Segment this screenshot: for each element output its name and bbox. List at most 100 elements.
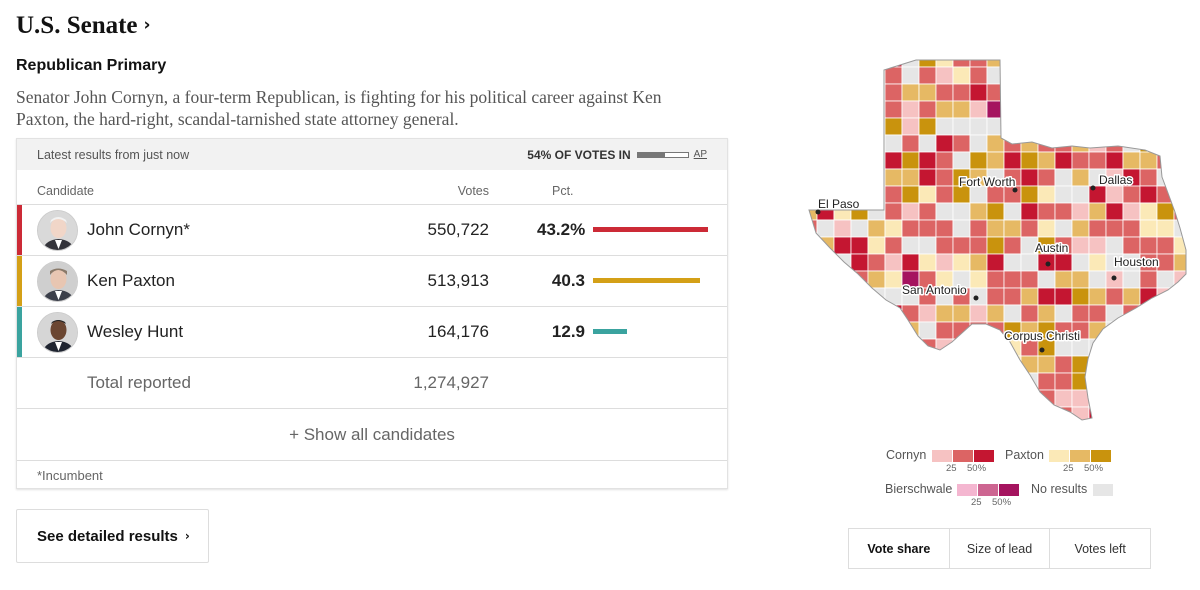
county-cell[interactable]	[800, 134, 818, 153]
county-cell[interactable]	[986, 151, 1005, 170]
county-cell[interactable]	[1191, 152, 1195, 169]
county-cell[interactable]	[867, 185, 886, 204]
county-cell[interactable]	[884, 151, 903, 170]
county-cell[interactable]	[884, 219, 903, 238]
county-cell[interactable]	[800, 117, 818, 136]
county-cell[interactable]	[969, 66, 988, 85]
county-cell[interactable]	[833, 287, 852, 306]
county-cell[interactable]	[986, 372, 1005, 391]
county-cell[interactable]	[1191, 237, 1195, 254]
county-cell[interactable]	[1173, 321, 1191, 340]
county-cell[interactable]	[800, 185, 818, 204]
county-cell[interactable]	[952, 372, 971, 391]
county-cell[interactable]	[935, 202, 954, 221]
county-cell[interactable]	[1106, 424, 1123, 430]
county-cell[interactable]	[833, 134, 852, 153]
county-cell[interactable]	[969, 338, 988, 357]
county-cell[interactable]	[1139, 117, 1158, 136]
county-cell[interactable]	[1105, 134, 1124, 153]
county-cell[interactable]	[1088, 117, 1107, 136]
county-cell[interactable]	[1139, 100, 1158, 119]
county-cell[interactable]	[1105, 83, 1124, 102]
county-cell[interactable]	[969, 355, 988, 374]
county-cell[interactable]	[884, 321, 903, 340]
county-cell[interactable]	[1156, 100, 1175, 119]
county-cell[interactable]	[953, 424, 970, 430]
county-cell[interactable]	[1139, 66, 1158, 85]
county-cell[interactable]	[850, 372, 869, 391]
county-cell[interactable]	[800, 83, 818, 102]
county-cell[interactable]	[969, 50, 988, 68]
county-cell[interactable]	[1156, 321, 1175, 340]
county-cell[interactable]	[833, 253, 852, 272]
county-cell[interactable]	[1037, 100, 1056, 119]
county-cell[interactable]	[1072, 424, 1089, 430]
county-cell[interactable]	[884, 406, 903, 424]
county-cell[interactable]	[867, 304, 886, 323]
county-cell[interactable]	[1054, 372, 1073, 391]
county-cell[interactable]	[1156, 338, 1175, 357]
county-cell[interactable]	[969, 219, 988, 238]
county-cell[interactable]	[1071, 168, 1090, 187]
county-cell[interactable]	[800, 66, 818, 85]
county-cell[interactable]	[1071, 66, 1090, 85]
county-cell[interactable]	[1037, 355, 1056, 374]
county-cell[interactable]	[1139, 270, 1158, 289]
county-cell[interactable]	[1139, 50, 1158, 68]
county-cell[interactable]	[1122, 338, 1141, 357]
county-cell[interactable]	[1020, 304, 1039, 323]
county-cell[interactable]	[1173, 117, 1191, 136]
county-cell[interactable]	[867, 50, 886, 68]
county-cell[interactable]	[850, 355, 869, 374]
county-cell[interactable]	[850, 168, 869, 187]
county-cell[interactable]	[1071, 134, 1090, 153]
county-cell[interactable]	[833, 389, 852, 408]
county-cell[interactable]	[850, 287, 869, 306]
page-title[interactable]: U.S. Senate ›	[16, 12, 151, 40]
county-cell[interactable]	[1105, 185, 1124, 204]
county-cell[interactable]	[833, 50, 852, 68]
county-cell[interactable]	[1139, 236, 1158, 255]
county-cell[interactable]	[1071, 236, 1090, 255]
county-cell[interactable]	[816, 168, 835, 187]
county-cell[interactable]	[884, 185, 903, 204]
county-cell[interactable]	[1139, 406, 1158, 424]
county-cell[interactable]	[901, 151, 920, 170]
county-cell[interactable]	[1173, 50, 1191, 68]
county-cell[interactable]	[1004, 424, 1021, 430]
county-cell[interactable]	[1020, 202, 1039, 221]
county-cell[interactable]	[884, 389, 903, 408]
county-cell[interactable]	[1088, 134, 1107, 153]
county-cell[interactable]	[1003, 406, 1022, 424]
county-cell[interactable]	[1105, 236, 1124, 255]
county-cell[interactable]	[952, 355, 971, 374]
county-cell[interactable]	[1037, 406, 1056, 424]
county-cell[interactable]	[901, 202, 920, 221]
county-cell[interactable]	[969, 389, 988, 408]
county-cell[interactable]	[901, 236, 920, 255]
county-cell[interactable]	[986, 66, 1005, 85]
county-cell[interactable]	[987, 424, 1004, 430]
county-cell[interactable]	[1071, 219, 1090, 238]
county-cell[interactable]	[1054, 117, 1073, 136]
county-cell[interactable]	[952, 253, 971, 272]
county-cell[interactable]	[885, 424, 902, 430]
county-cell[interactable]	[1139, 202, 1158, 221]
county-cell[interactable]	[884, 338, 903, 357]
county-cell[interactable]	[1088, 219, 1107, 238]
county-cell[interactable]	[833, 372, 852, 391]
county-cell[interactable]	[833, 321, 852, 340]
county-cell[interactable]	[1122, 151, 1141, 170]
county-cell[interactable]	[952, 202, 971, 221]
county-cell[interactable]	[935, 355, 954, 374]
county-cell[interactable]	[867, 355, 886, 374]
texas-county-map[interactable]: El Paso Fort Worth Dallas Austin San Antonio…	[800, 50, 1195, 430]
county-cell[interactable]	[1139, 355, 1158, 374]
county-cell[interactable]	[901, 304, 920, 323]
county-cell[interactable]	[1088, 304, 1107, 323]
county-cell[interactable]	[1105, 100, 1124, 119]
county-cell[interactable]	[833, 236, 852, 255]
county-cell[interactable]	[833, 151, 852, 170]
county-cell[interactable]	[935, 372, 954, 391]
county-cell[interactable]	[935, 83, 954, 102]
